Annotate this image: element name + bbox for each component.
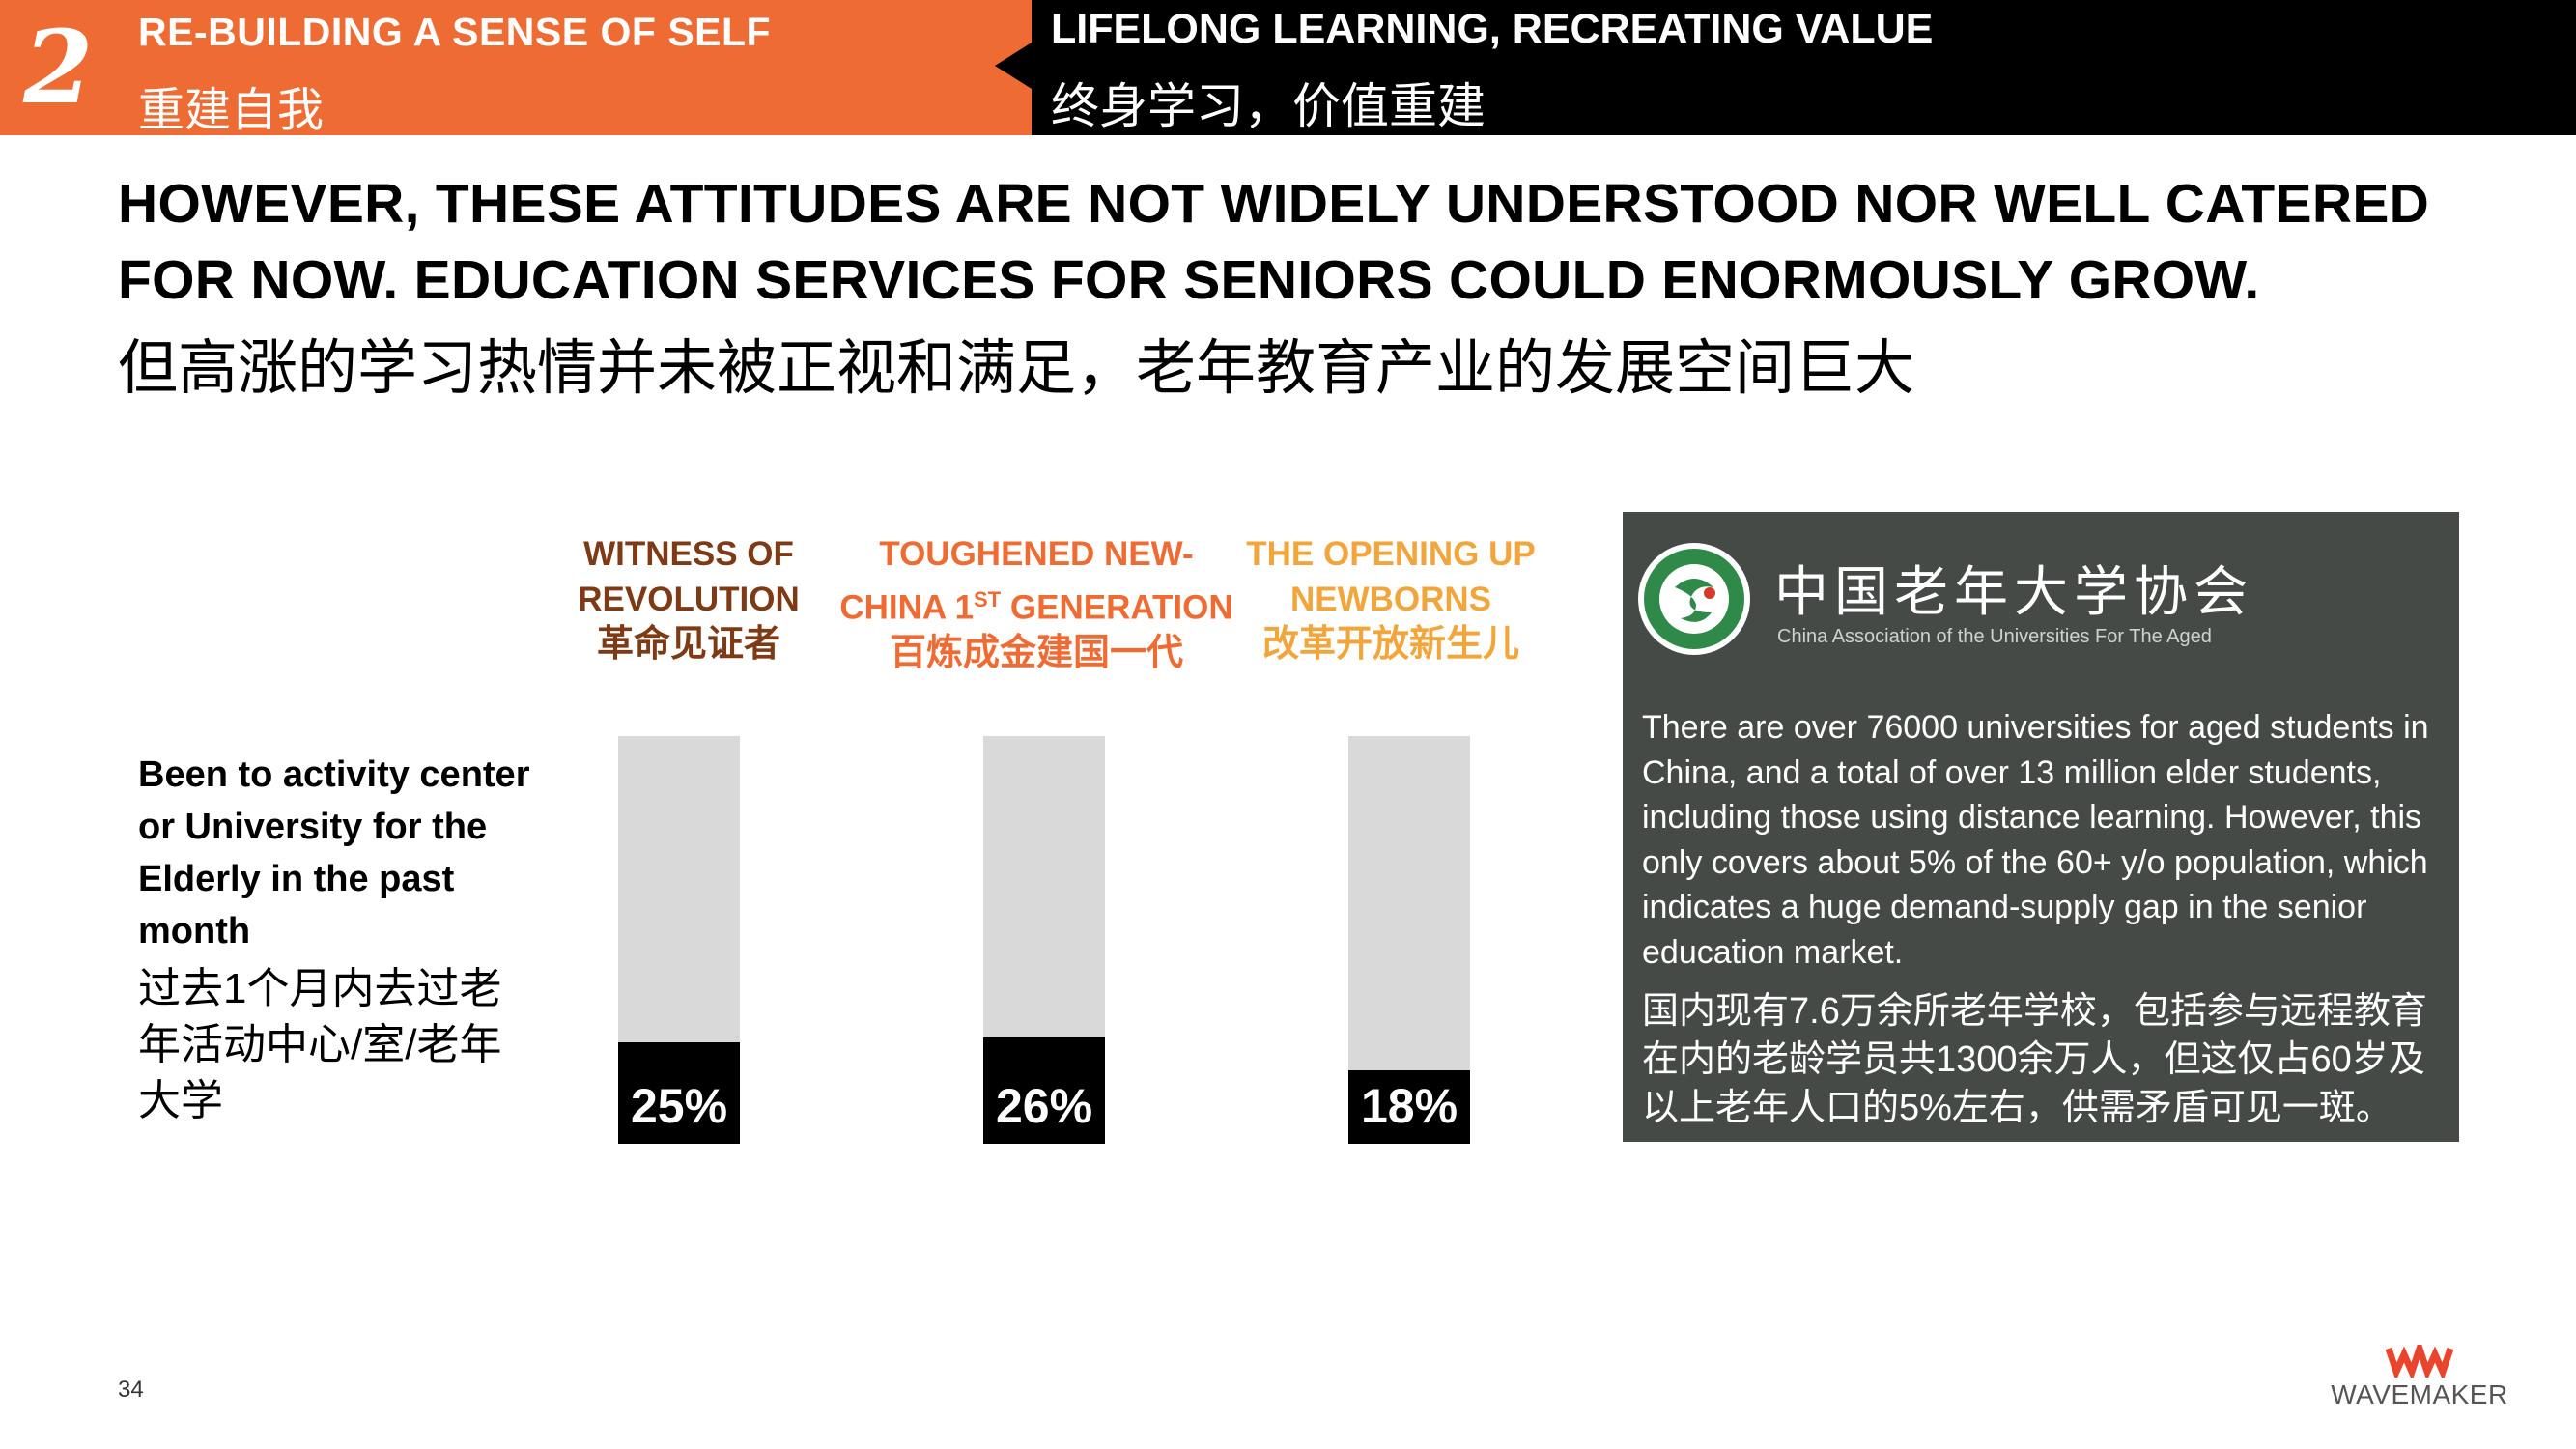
page-headline: HOWEVER, THESE ATTITUDES ARE NOT WIDELY …: [118, 173, 2430, 311]
category-header-opening-up: THE OPENING UP NEWBORNS 改革开放新生儿: [1188, 531, 1594, 668]
bar-value-label: 26%: [995, 1079, 1093, 1133]
info-box: 中国老年大学协会 China Association of the Univer…: [1623, 512, 2459, 1142]
association-name-cn: 中国老年大学协会: [1774, 561, 2253, 624]
brand-name: WAVEMAKER: [2331, 1379, 2508, 1409]
page-headline-cn: 但高涨的学习热情并未被正视和满足，老年教育产业的发展空间巨大: [118, 335, 1915, 402]
header-arrow: [995, 43, 1032, 89]
info-text-en: There are over 76000 universities for ag…: [1642, 709, 2429, 971]
wavemaker-logo: WAVEMAKER: [2323, 1337, 2516, 1412]
subsection-title-cn: 终身学习，价值重建: [1051, 79, 1486, 133]
association-name-en: China Association of the Universities Fo…: [1777, 626, 2212, 647]
category-title-line2: NEWBORNS: [1289, 581, 1492, 618]
section-header-right: LIFELONG LEARNING, RECREATING VALUE 终身学习…: [1032, 0, 2576, 135]
category-title-line1: TOUGHENED NEW-: [879, 535, 1194, 573]
bar-value-label: 18%: [1360, 1079, 1458, 1133]
category-title-line2: REVOLUTION: [578, 581, 800, 618]
info-text-cn: 国内现有7.6万余所老年学校，包括参与远程教育在内的老龄学员共1300余万人，但…: [1642, 991, 2427, 1128]
subsection-title: LIFELONG LEARNING, RECREATING VALUE: [1051, 6, 1934, 52]
category-title-line2-sup: ST: [974, 587, 1002, 611]
category-header-revolution: WITNESS OF REVOLUTION 革命见证者: [486, 531, 892, 668]
page-number: 34: [118, 1377, 144, 1403]
bar-fill: [1348, 1070, 1470, 1144]
bar-track: 26%: [983, 736, 1105, 1144]
category-title-line1: THE OPENING UP: [1246, 535, 1536, 573]
category-title-cn: 革命见证者: [596, 624, 780, 665]
bar-value-label: 25%: [630, 1079, 728, 1133]
category-title-line2-pre: CHINA 1: [839, 588, 975, 627]
category-title-line2: CHINA 1ST GENERATION: [834, 577, 1239, 631]
section-header-left: 2 RE-BUILDING A SENSE OF SELF 重建自我: [0, 0, 1032, 136]
category-title-line2-post: GENERATION: [1001, 588, 1233, 627]
section-number: 2: [23, 8, 94, 127]
chart-row-label-cn: 过去1个月内去过老年活动中心/室/老年大学: [138, 965, 502, 1124]
category-title-line1: WITNESS OF: [583, 535, 794, 573]
category-header-new-china: TOUGHENED NEW- CHINA 1ST GENERATION 百炼成金…: [834, 531, 1239, 676]
category-title-cn: 改革开放新生儿: [1261, 624, 1519, 665]
bar-track: 18%: [1348, 736, 1470, 1144]
section-title-cn: 重建自我: [138, 85, 325, 136]
wavemaker-mark-icon: [2385, 1337, 2454, 1381]
category-title-cn: 百炼成金建国一代: [889, 632, 1183, 673]
section-title: RE-BUILDING A SENSE OF SELF: [138, 10, 772, 54]
bar-track: 25%: [618, 736, 740, 1144]
association-logo-icon: [1638, 543, 1750, 655]
bar-fill: [618, 1041, 740, 1144]
chart-row-label: Been to activity center or University fo…: [138, 754, 530, 952]
bar-fill: [983, 1037, 1105, 1144]
